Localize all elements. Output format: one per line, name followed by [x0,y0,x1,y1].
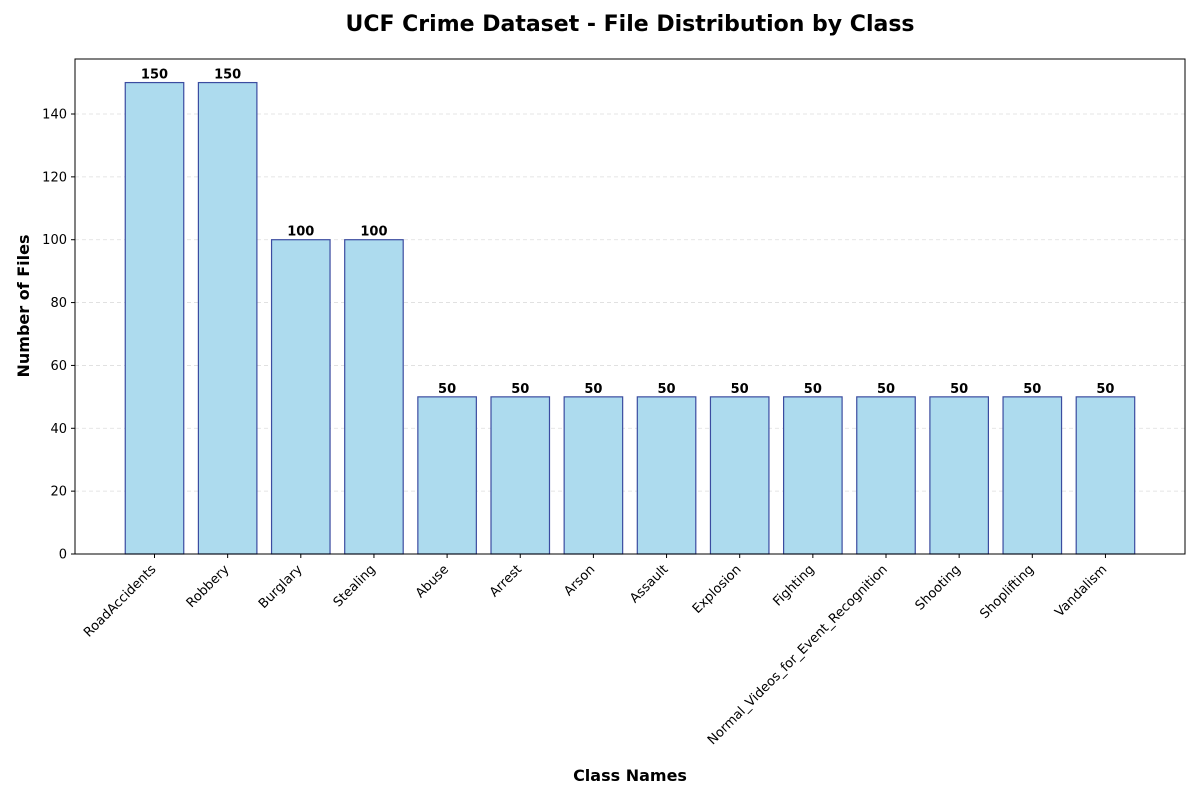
bar-value-label: 100 [360,225,387,240]
y-tick-label: 60 [50,359,67,374]
x-tick-label: Arson [561,562,598,599]
x-tick-label: Abuse [413,562,452,601]
x-tick-label: Stealing [331,562,379,610]
y-tick-label: 80 [50,296,67,311]
bar [563,396,624,555]
bar [856,396,916,555]
bar-value-label: 50 [1096,382,1114,397]
bar [782,396,843,555]
y-tick-label: 140 [42,108,67,123]
bar [124,81,185,555]
bars [124,81,1136,555]
bar [636,396,697,555]
bar [197,81,258,555]
x-tick-label: Vandalism [1052,562,1110,620]
grid-lines [75,113,1185,492]
bar [929,396,990,555]
data-labels: 150 150 100 100 50 50 50 50 50 50 50 50 50 50 [141,68,1115,397]
y-tick-label: 0 [59,548,67,563]
y-tick-label: 100 [42,233,67,248]
y-tick-label: 120 [42,170,67,185]
bar-value-label: 50 [731,382,749,397]
bar [709,396,770,555]
bar-value-label: 50 [584,382,602,397]
bar-value-label: 50 [438,382,456,397]
x-tick-label: Shoplifting [977,562,1037,622]
x-tick-label: Assault [627,562,671,606]
chart-title: UCF Crime Dataset - File Distribution by… [345,12,914,37]
y-tick-label: 20 [50,485,67,500]
y-axis: 0 20 40 60 80 100 120 140 [42,108,75,563]
bar-value-label: 150 [141,68,168,83]
bar-value-label: 50 [950,382,968,397]
bar-value-label: 50 [1023,382,1041,397]
bar-value-label: 100 [287,225,314,240]
bar-value-label: 150 [214,68,241,83]
plot-area-frame [74,58,1186,555]
bar-value-label: 50 [658,382,676,397]
bar [1002,396,1063,555]
bar-value-label: 50 [804,382,822,397]
bar [1075,396,1136,555]
x-axis: RoadAccidents Robbery Burglary Stealing Abus… [81,554,1110,748]
x-tick-label: RoadAccidents [81,562,159,640]
bar [490,396,551,555]
x-tick-label: Burglary [256,562,306,612]
bar [270,239,331,555]
y-axis-title: Number of Files [14,234,33,377]
x-tick-label: Fighting [770,562,817,609]
bar [344,239,404,555]
bar-value-label: 50 [877,382,895,397]
x-tick-label: Shooting [913,562,964,613]
bar-value-label: 50 [511,382,529,397]
x-axis-title: Class Names [573,766,687,785]
y-tick-label: 40 [50,422,67,437]
x-tick-label: Arrest [487,562,525,600]
bar [417,396,477,555]
x-tick-label: Explosion [690,562,745,617]
x-tick-label: Robbery [184,562,233,611]
